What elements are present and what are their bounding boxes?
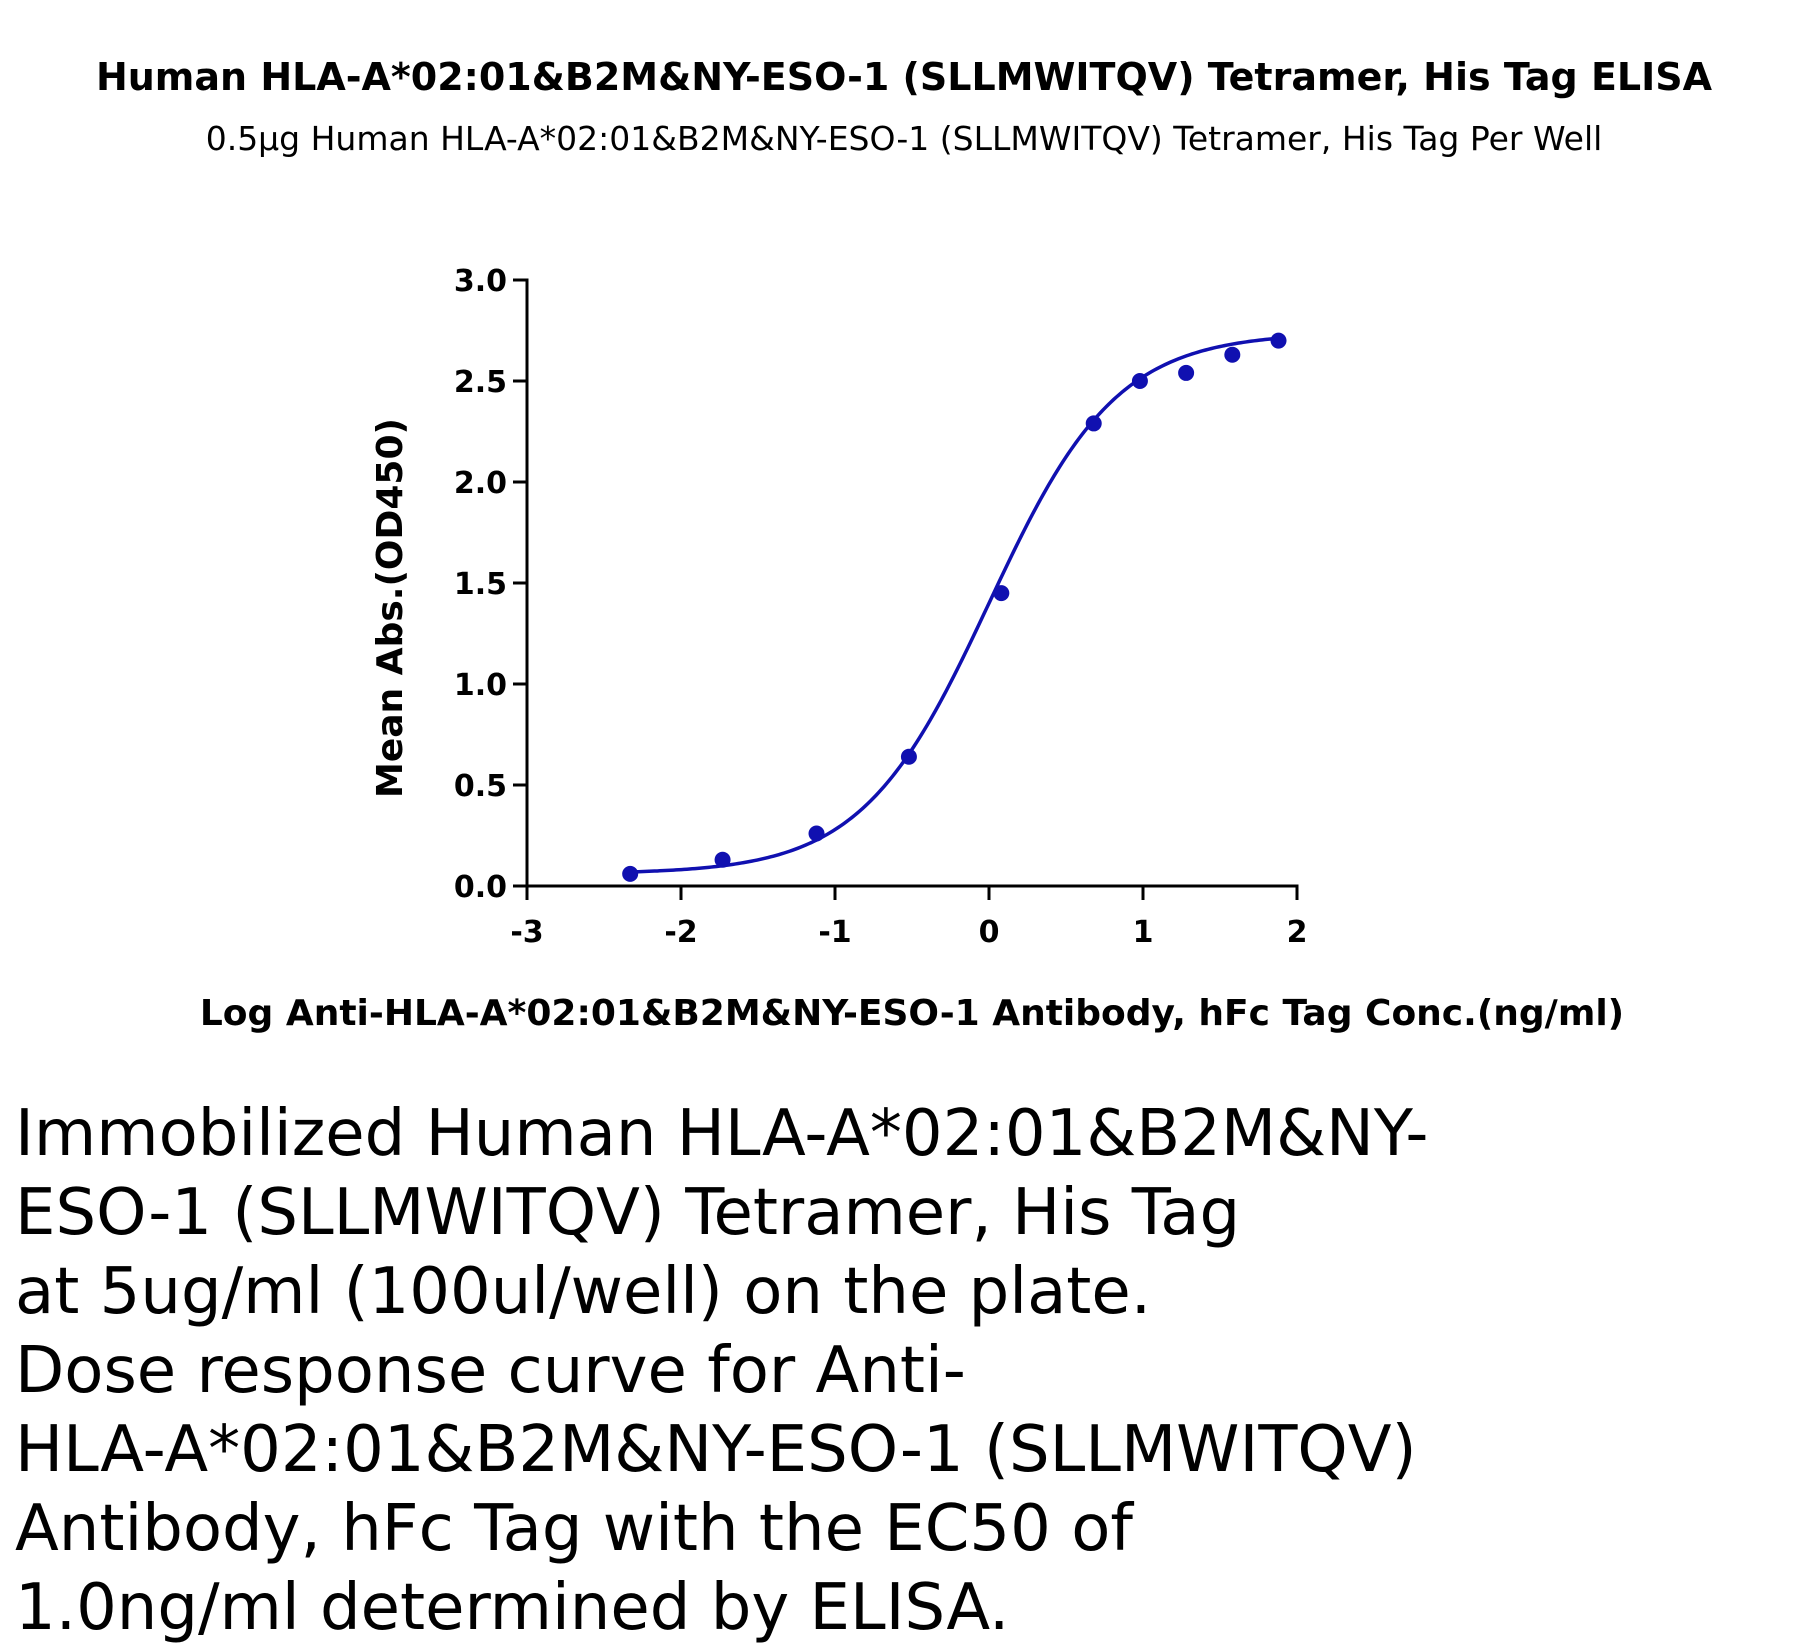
x-tick-label: 1 [1133,915,1154,950]
data-point [714,851,731,868]
data-points [622,332,1287,882]
y-axis-label: Mean Abs.(OD450) [370,418,411,798]
x-tick-label: -1 [818,915,851,950]
y-axis-ticks: 0.0 0.5 1.0 1.5 2.0 2.5 3.0 [454,264,527,905]
data-point [1224,346,1241,363]
fit-curve [630,336,1279,874]
data-point [1131,373,1148,389]
chart-subtitle: 0.5μg Human HLA-A*02:01&B2M&NY-ESO-1 (SL… [206,119,1603,158]
data-point [1178,364,1195,381]
data-point [993,585,1010,602]
x-tick-label: 2 [1287,915,1308,950]
y-tick-label: 0.5 [454,769,507,804]
caption-text: Immobilized Human HLA-A*02:01&B2M&NY- ES… [15,1097,1429,1645]
y-tick-label: 2.5 [454,365,507,400]
data-point [1270,332,1287,349]
data-point [808,825,825,842]
data-point [622,865,639,882]
x-tick-label: 0 [979,915,1000,950]
x-tick-label: -2 [664,915,697,950]
y-tick-label: 1.5 [454,567,507,602]
x-axis-label: Log Anti-HLA-A*02:01&B2M&NY-ESO-1 Antibo… [200,993,1624,1034]
y-tick-label: 2.0 [454,466,507,501]
x-axis-ticks: -3 -2 -1 0 1 2 [510,886,1307,950]
data-point [1085,415,1102,432]
chart-title: Human HLA-A*02:01&B2M&NY-ESO-1 (SLLMWITQ… [96,55,1713,99]
y-tick-label: 1.0 [454,668,507,703]
y-tick-label: 3.0 [454,264,507,299]
x-tick-label: -3 [510,915,543,950]
y-tick-label: 0.0 [454,870,507,905]
data-point [900,748,917,765]
